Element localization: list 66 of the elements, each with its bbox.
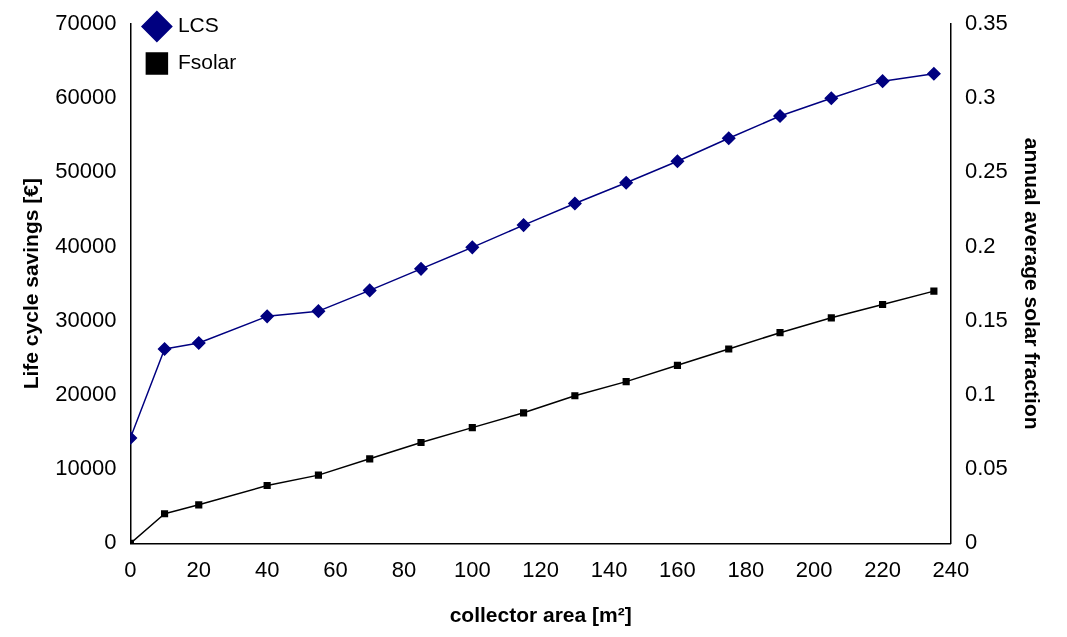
- point: [516, 218, 531, 232]
- y-tick-label: 40000: [55, 232, 117, 258]
- point: [670, 154, 685, 169]
- point: [314, 471, 323, 479]
- point: [520, 409, 528, 417]
- y2-tick-label: 0.05: [964, 455, 1008, 481]
- point: [192, 336, 206, 350]
- x-tick-label: 200: [795, 556, 833, 582]
- point: [260, 309, 274, 324]
- y-tick-label: 0: [104, 529, 117, 555]
- point: [362, 283, 377, 298]
- y2-tick-label: 0: [964, 529, 978, 555]
- point: [927, 66, 941, 81]
- point: [195, 501, 203, 509]
- point: [721, 131, 736, 146]
- point: [725, 345, 733, 353]
- y-tick-label: 60000: [55, 84, 117, 110]
- point: [875, 74, 890, 88]
- x-tick-label: 60: [323, 556, 348, 582]
- x-tick-label: 140: [590, 556, 628, 582]
- y-tick-label: 50000: [55, 158, 117, 184]
- point: [263, 481, 271, 490]
- y-tick-label: 30000: [55, 306, 117, 332]
- point: [879, 300, 887, 309]
- point: [468, 424, 476, 432]
- x-tick-label: 180: [727, 556, 765, 582]
- point: [417, 438, 425, 447]
- y2-tick-label: 0.2: [964, 232, 996, 258]
- x-tick-label: 160: [659, 556, 696, 582]
- x-axis-title: collector area [m²]: [449, 603, 632, 627]
- x-tick-label: 0: [124, 556, 137, 582]
- point: [930, 287, 938, 295]
- point: [414, 262, 428, 276]
- x-tick-label: 20: [186, 556, 211, 582]
- y2-axis-title: annual average solar fraction: [1020, 137, 1044, 430]
- y-tick-label: 20000: [55, 381, 117, 407]
- legend-label: Fsolar: [177, 50, 237, 74]
- point: [827, 314, 835, 322]
- x-tick-label: 220: [864, 556, 901, 582]
- y2-tick-label: 0.15: [964, 306, 1008, 332]
- y2-tick-label: 0.1: [964, 381, 996, 407]
- point: [824, 91, 839, 105]
- x-tick-label: 100: [453, 556, 491, 582]
- point: [571, 392, 579, 400]
- point: [160, 510, 169, 518]
- point: [773, 109, 787, 123]
- point: [568, 196, 582, 211]
- x-tick-label: 120: [522, 556, 560, 582]
- x-tick-label: 80: [391, 556, 417, 582]
- point: [776, 329, 784, 337]
- point: [622, 378, 630, 386]
- point: [157, 342, 172, 356]
- point: [311, 304, 326, 318]
- y-tick-label: 10000: [55, 455, 117, 481]
- x-tick-label: 240: [932, 556, 970, 582]
- y2-tick-label: 0.35: [964, 10, 1008, 36]
- y2-tick-label: 0.25: [964, 158, 1008, 184]
- y2-tick-label: 0.3: [964, 84, 996, 110]
- point: [619, 176, 633, 190]
- x-tick-label: 40: [254, 556, 280, 582]
- point: [465, 240, 480, 255]
- point: [673, 361, 682, 369]
- legend-label: LCS: [177, 13, 219, 37]
- y-tick-label: 70000: [55, 10, 117, 36]
- point: [366, 455, 374, 463]
- y-axis-title: Life cycle savings [€]: [19, 178, 43, 390]
